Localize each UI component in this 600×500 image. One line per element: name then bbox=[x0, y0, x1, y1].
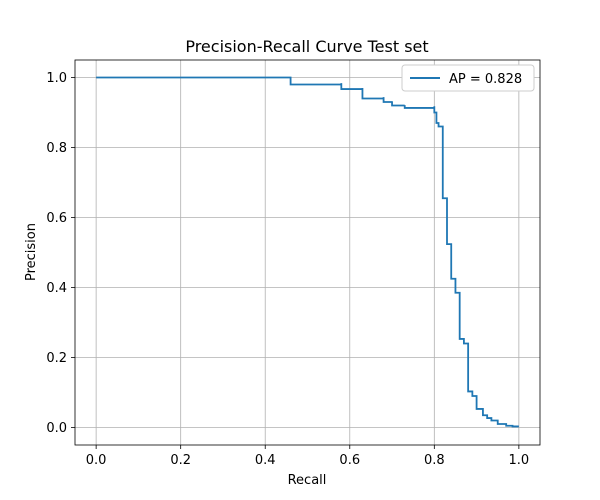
ticks: 0.0 0.2 0.4 0.6 0.8 1.0 0.0 0.2 0.4 0.6 0.8 1.0 bbox=[46, 71, 529, 468]
plot-frame bbox=[74, 59, 541, 446]
grid bbox=[75, 60, 540, 445]
y-tick-label: 0.4 bbox=[46, 281, 67, 296]
x-tick-label: 0.2 bbox=[170, 453, 191, 468]
legend-label: AP = 0.828 bbox=[449, 72, 522, 87]
y-tick-label: 0.2 bbox=[46, 351, 67, 366]
y-tick-label: 0.8 bbox=[46, 141, 67, 156]
x-tick-label: 0.0 bbox=[86, 453, 107, 468]
series-layer bbox=[96, 76, 519, 428]
y-tick-label: 0.6 bbox=[46, 211, 67, 226]
x-tick-label: 1.0 bbox=[509, 453, 530, 468]
x-tick-label: 0.4 bbox=[255, 453, 276, 468]
legend: AP = 0.828 bbox=[401, 64, 535, 92]
y-tick-label: 0.0 bbox=[46, 421, 67, 436]
series-line-0 bbox=[96, 76, 519, 428]
x-tick-label: 0.8 bbox=[424, 453, 445, 468]
x-tick-label: 0.6 bbox=[339, 453, 360, 468]
y-tick-label: 1.0 bbox=[46, 71, 67, 86]
legend-box bbox=[401, 64, 535, 92]
y-axis-label: Precision bbox=[24, 223, 39, 281]
x-axis-label: Recall bbox=[288, 473, 327, 488]
chart-title: Precision-Recall Curve Test set bbox=[185, 37, 428, 56]
